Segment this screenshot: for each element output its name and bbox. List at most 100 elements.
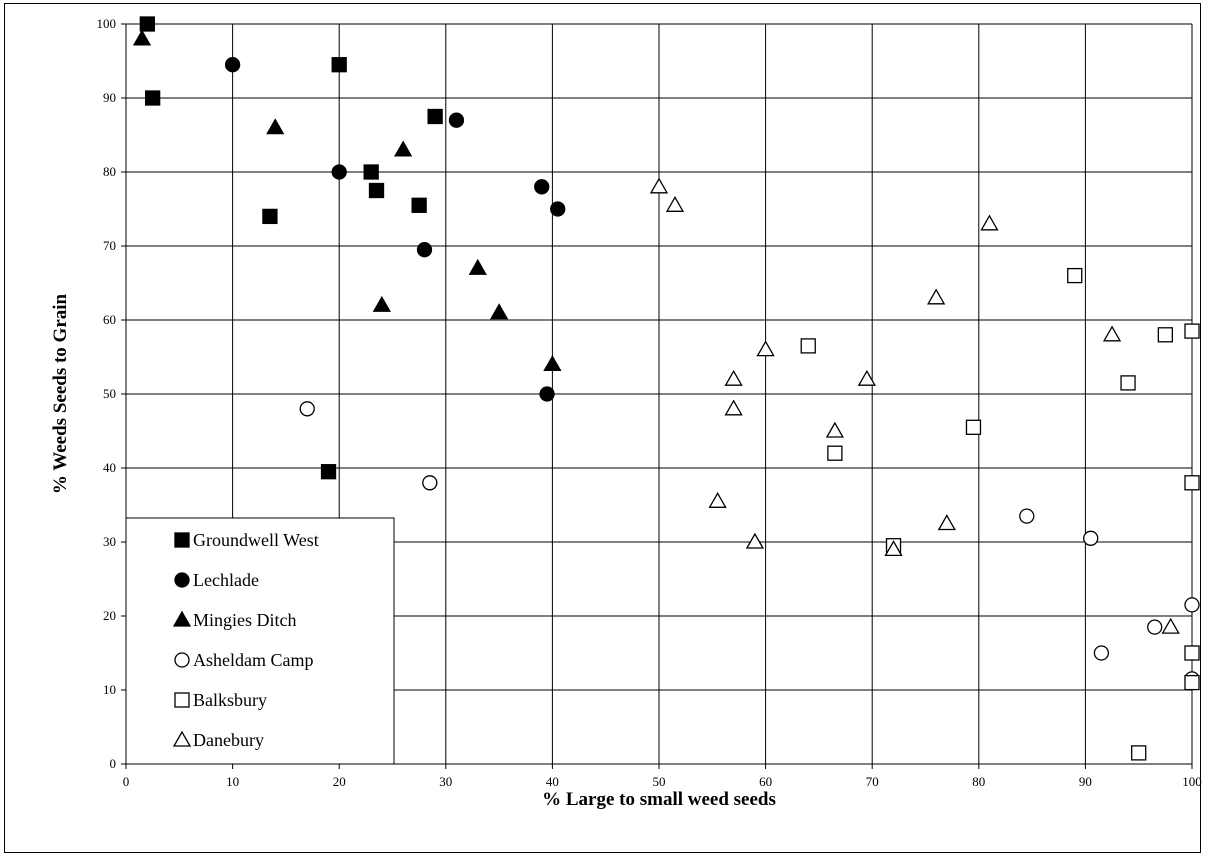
chart-frame: 0 10 20 30 40 50 60 70 80 90 100 0 10 20 30 40 50 60 70 80 9… [4,3,1202,853]
x-tick-label: 10 [226,774,239,789]
point-balksbury [1184,674,1200,691]
point-groundwell-west [331,57,347,73]
legend-marker-balksbury [174,692,190,708]
legend-label-balksbury: Balksbury [193,690,267,710]
x-tick-label: 20 [333,774,346,789]
series-lechlade [224,57,566,402]
point-groundwell-west [320,464,337,480]
point-mingies-ditch [266,118,285,135]
y-tick-label: 20 [103,608,116,623]
legend-box [125,517,395,765]
y-tick-label: 40 [103,460,116,475]
point-lechlade [448,112,465,128]
legend-marker-mingies-ditch [172,610,192,627]
y-tick-label: 30 [103,534,116,549]
legend-marker-danebury [172,730,192,747]
legend-label-mingies-ditch: Mingies Ditch [193,610,297,630]
point-danebury [927,288,946,305]
point-danebury [980,214,999,231]
legend-label-groundwell-west: Groundwell West [193,530,319,550]
legend-item-balksbury: Balksbury [174,690,267,710]
x-tick-label: 0 [123,774,130,789]
point-lechlade [331,164,347,180]
x-tick-label: 70 [866,774,879,789]
point-groundwell-west [427,108,443,125]
point-danebury [937,514,956,531]
point-lechlade [224,57,241,73]
point-danebury [1102,325,1122,342]
point-danebury [665,195,685,212]
point-asheldam-camp [422,475,438,491]
point-groundwell-west [262,208,278,225]
series-groundwell-west [139,16,443,480]
legend-label-asheldam-camp: Asheldam Camp [193,650,313,670]
point-asheldam-camp [1184,597,1200,613]
legend: Groundwell West Lechlade Mingies Ditch Ashe… [125,517,395,765]
point-danebury [649,177,669,194]
x-axis-title: % Large to small weed seeds [542,789,776,810]
point-balksbury [1157,327,1173,343]
point-groundwell-west [411,197,427,213]
y-axis-title: % Weeds Seeds to Grain [50,293,71,494]
point-groundwell-west [144,90,161,106]
series-mingies-ditch [132,29,562,372]
scatter-chart: 0 10 20 30 40 50 60 70 80 90 100 0 10 20 30 40 50 60 70 80 9… [50,16,1202,810]
tick-labels: 0 10 20 30 40 50 60 70 80 90 100 0 10 20 30 40 50 60 70 80 9… [97,16,1202,789]
point-balksbury [1131,745,1147,761]
x-tick-label: 50 [653,774,666,789]
x-tick-label: 80 [972,774,985,789]
point-danebury [884,540,903,557]
point-mingies-ditch [468,258,487,275]
legend-label-danebury: Danebury [193,730,264,750]
legend-item-danebury: Danebury [172,730,264,750]
point-mingies-ditch [132,29,152,46]
point-balksbury [1067,267,1083,284]
point-balksbury [965,419,982,435]
point-groundwell-west [368,182,385,199]
point-balksbury [1184,323,1200,339]
point-danebury [825,421,845,438]
legend-marker-groundwell-west [174,532,190,548]
point-asheldam-camp [1147,619,1163,635]
point-balksbury [1184,645,1200,661]
point-danebury [708,491,727,508]
legend-marker-lechlade [174,572,190,588]
point-danebury [756,340,775,357]
point-balksbury [827,445,843,461]
legend-item-mingies-ditch: Mingies Ditch [172,610,297,630]
y-tick-label: 10 [103,682,116,697]
y-tick-label: 60 [103,312,116,327]
point-danebury [724,369,743,386]
x-tick-label: 60 [759,774,772,789]
point-danebury [745,532,765,549]
point-balksbury [800,338,816,354]
data-points [132,16,1200,761]
legend-item-lechlade: Lechlade [174,570,259,590]
x-tick-label: 90 [1079,774,1092,789]
point-asheldam-camp [1083,530,1099,546]
y-tick-label: 70 [103,238,116,253]
point-groundwell-west [363,164,379,180]
point-balksbury [1184,475,1200,491]
y-tick-label: 0 [110,756,117,771]
point-balksbury [1120,375,1136,391]
point-lechlade [550,201,566,217]
point-mingies-ditch [394,140,413,157]
point-mingies-ditch [543,355,562,372]
point-groundwell-west [139,16,155,32]
legend-item-groundwell-west: Groundwell West [174,530,319,550]
legend-marker-asheldam-camp [174,652,190,668]
series-balksbury [800,267,1200,761]
x-tick-label: 100 [1182,774,1202,789]
x-tick-label: 40 [546,774,559,789]
y-tick-label: 50 [103,386,116,401]
point-asheldam-camp [1019,508,1035,524]
legend-item-asheldam-camp: Asheldam Camp [174,650,313,670]
y-tick-label: 90 [103,90,116,105]
y-tick-label: 80 [103,164,116,179]
x-tick-label: 30 [439,774,452,789]
point-asheldam-camp [299,401,315,417]
point-lechlade [534,179,550,195]
point-danebury [1161,617,1180,634]
point-danebury [857,369,876,386]
